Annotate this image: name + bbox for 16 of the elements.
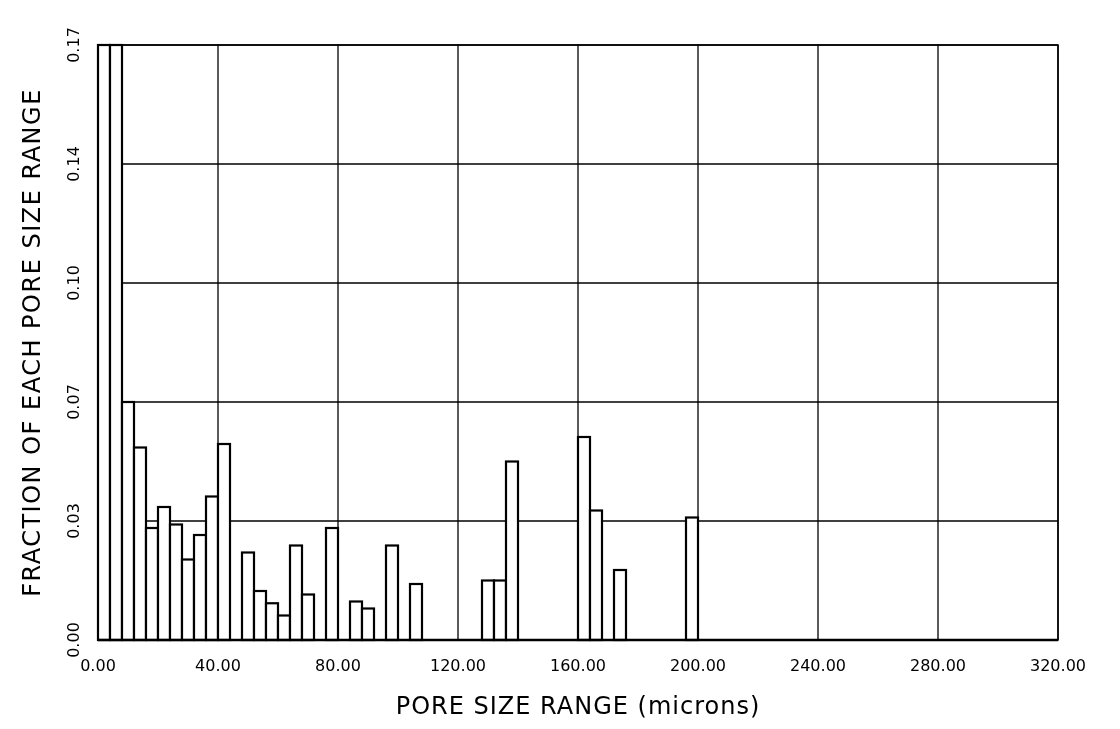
x-tick-label: 280.00 <box>910 656 966 675</box>
y-tick-label: 0.10 <box>64 265 83 301</box>
x-tick-label: 40.00 <box>195 656 241 675</box>
y-tick-label: 0.03 <box>64 503 83 539</box>
y-axis-title: FRACTION OF EACH PORE SIZE RANGE <box>18 88 46 597</box>
x-tick-label: 120.00 <box>430 656 486 675</box>
x-tick-label: 200.00 <box>670 656 726 675</box>
x-tick-label: 0.00 <box>80 656 116 675</box>
x-tick-label: 240.00 <box>790 656 846 675</box>
x-axis-title: PORE SIZE RANGE (microns) <box>395 692 761 720</box>
x-tick-label: 160.00 <box>550 656 606 675</box>
x-tick-label: 80.00 <box>315 656 361 675</box>
x-tick-label: 320.00 <box>1030 656 1086 675</box>
y-tick-label: 0.07 <box>64 384 83 420</box>
y-tick-label: 0.17 <box>64 27 83 63</box>
y-tick-label: 0.14 <box>64 146 83 182</box>
